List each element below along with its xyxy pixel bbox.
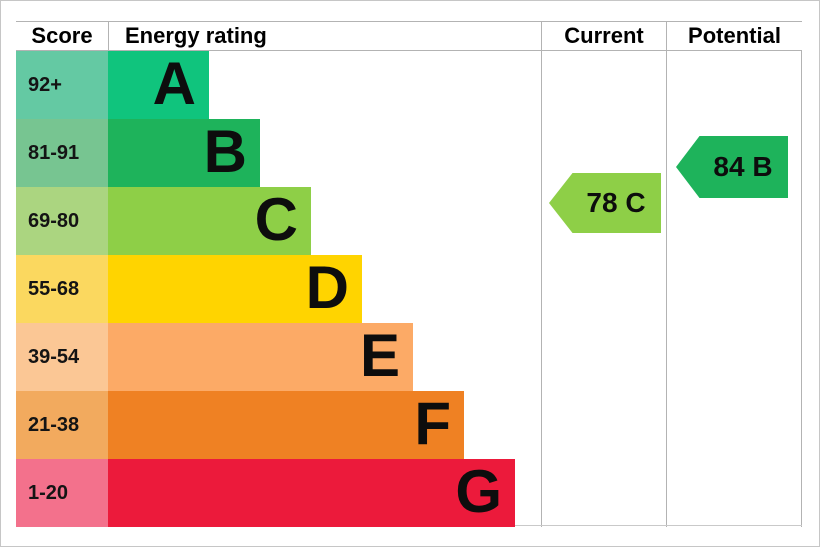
band-score-range: 1-20	[16, 459, 108, 527]
potential-rating-arrow: 84 B	[676, 136, 788, 198]
current-rating-label: 78 C	[586, 187, 646, 218]
band-row-f: 21-38 F	[16, 391, 802, 459]
band-letter: G	[455, 458, 502, 525]
band-score-range: 55-68	[16, 255, 108, 323]
band-score-range: 21-38	[16, 391, 108, 459]
column-divider	[801, 21, 802, 527]
band-letter: A	[152, 50, 196, 117]
band-bar: E	[108, 323, 413, 391]
band-bar: G	[108, 459, 515, 527]
band-letter: E	[359, 322, 400, 389]
band-letter: F	[414, 390, 451, 457]
band-score-range: 92+	[16, 51, 108, 119]
band-row-g: 1-20 G	[16, 459, 802, 527]
header-potential: Potential	[666, 22, 802, 50]
potential-rating-label: 84 B	[713, 151, 773, 182]
band-score-range: 81-91	[16, 119, 108, 187]
band-score-range: 69-80	[16, 187, 108, 255]
band-rows: 92+ A 81-91 B 69-80 C 55-68 D 39-54 E 21-38 F 1-20 G	[16, 51, 802, 527]
band-letter: B	[203, 118, 247, 185]
band-letter: D	[305, 254, 349, 321]
header-score: Score	[31, 23, 93, 48]
current-rating-arrow: 78 C	[549, 173, 661, 233]
energy-rating-table: Score Energy rating Current Potential 92…	[16, 21, 802, 527]
table-header: Score Energy rating Current Potential	[16, 21, 802, 51]
band-bar: B	[108, 119, 260, 187]
band-score-range: 39-54	[16, 323, 108, 391]
band-row-c: 69-80 C	[16, 187, 802, 255]
band-bar: C	[108, 187, 311, 255]
band-bar: D	[108, 255, 362, 323]
column-divider	[541, 21, 542, 527]
band-letter: C	[254, 186, 298, 253]
band-bar: A	[108, 51, 209, 119]
column-divider	[666, 21, 667, 527]
band-row-e: 39-54 E	[16, 323, 802, 391]
band-row-b: 81-91 B	[16, 119, 802, 187]
band-row-d: 55-68 D	[16, 255, 802, 323]
band-bar: F	[108, 391, 464, 459]
header-current: Current	[541, 22, 666, 50]
header-energy-rating: Energy rating	[108, 22, 541, 50]
band-row-a: 92+ A	[16, 51, 802, 119]
